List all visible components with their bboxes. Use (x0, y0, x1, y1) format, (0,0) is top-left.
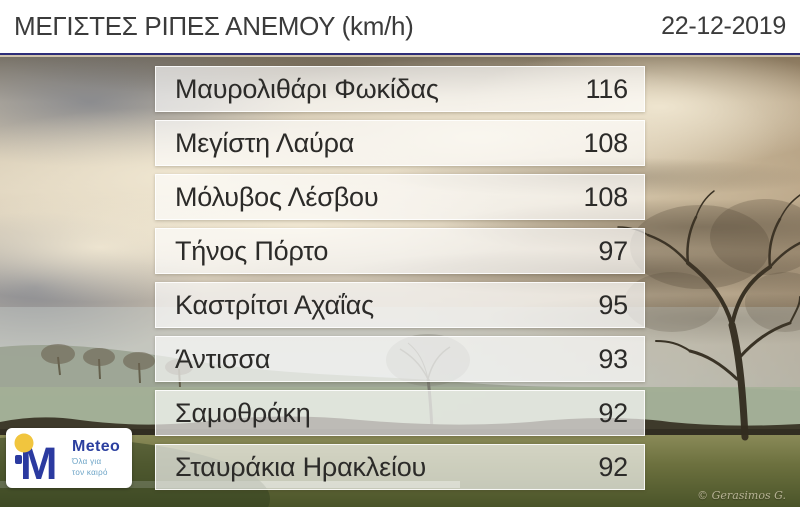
station-name: Σαμοθράκη (175, 397, 311, 428)
table-row: Μαυρολιθάρι Φωκίδας 116 (155, 66, 645, 112)
table-row: Τήνος Πόρτο 97 (155, 228, 645, 274)
photo-credit-watermark: © Gerasimos G. (697, 489, 786, 502)
station-name: Καστρίτσι Αχαΐας (175, 289, 374, 320)
gust-value: 116 (585, 73, 629, 104)
station-name: Μόλυβος Λέσβου (175, 181, 379, 212)
gust-value: 97 (598, 235, 628, 266)
station-name: Σταυράκια Ηρακλείου (175, 451, 427, 482)
meteo-m-icon: M (14, 433, 58, 483)
gust-value: 92 (598, 451, 628, 482)
logo-brand: Meteo (72, 438, 121, 456)
meteo-logo: M Meteo Όλα για τον καιρό (6, 428, 132, 488)
header-bar: ΜΕΓΙΣΤΕΣ ΡΙΠΕΣ ΑΝΕΜΟΥ (km/h) 22-12-2019 (0, 0, 800, 55)
gust-value: 92 (598, 397, 628, 428)
table-row: Μόλυβος Λέσβου 108 (155, 174, 645, 220)
logo-text: Meteo Όλα για τον καιρό (72, 438, 120, 477)
logo-tagline-line2: τον καιρό (72, 467, 108, 477)
logo-yellow-dot (14, 433, 34, 453)
gust-value: 108 (583, 127, 629, 158)
gust-table: Μαυρολιθάρι Φωκίδας 116 Μεγίστη Λαύρα 10… (155, 66, 645, 490)
table-row: Σταυράκια Ηρακλείου 92 (155, 444, 645, 490)
gust-value: 93 (598, 343, 628, 374)
date-label: 22-12-2019 (661, 12, 786, 40)
station-name: Μεγίστη Λαύρα (175, 127, 355, 158)
logo-blue-dot (15, 455, 22, 464)
gust-value: 108 (583, 181, 629, 212)
table-row: Άντισσα 93 (155, 336, 645, 382)
gust-value: 95 (598, 289, 628, 320)
station-name: Άντισσα (175, 343, 271, 374)
table-row: Σαμοθράκη 92 (155, 390, 645, 436)
logo-tagline-line1: Όλα για (72, 457, 102, 466)
table-row: Καστρίτσι Αχαΐας 95 (155, 282, 645, 328)
table-row: Μεγίστη Λαύρα 108 (155, 120, 645, 166)
page-title: ΜΕΓΙΣΤΕΣ ΡΙΠΕΣ ΑΝΕΜΟΥ (km/h) (14, 11, 414, 41)
station-name: Τήνος Πόρτο (175, 235, 329, 266)
station-name: Μαυρολιθάρι Φωκίδας (175, 73, 439, 104)
